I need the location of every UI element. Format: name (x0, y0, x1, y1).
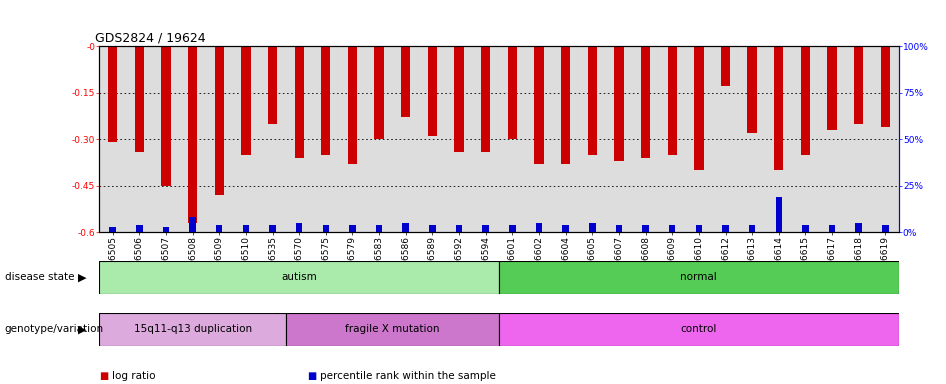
Bar (749, 225, 756, 232)
Bar (669, 225, 675, 232)
Bar (349, 225, 356, 232)
Bar (774, 46, 783, 170)
Bar (348, 46, 358, 164)
Bar (402, 223, 409, 232)
Text: normal: normal (680, 272, 717, 283)
Bar (286, 313, 499, 346)
Bar (776, 197, 782, 232)
Bar (375, 46, 384, 139)
Bar (454, 46, 464, 152)
Bar (695, 225, 702, 232)
Bar (323, 225, 329, 232)
Bar (241, 46, 251, 155)
Bar (747, 46, 757, 133)
Bar (722, 225, 728, 232)
Bar (881, 46, 890, 127)
Bar (163, 227, 169, 232)
Bar (242, 225, 249, 232)
Text: ▶: ▶ (79, 324, 86, 334)
Bar (855, 223, 862, 232)
Bar (499, 313, 899, 346)
Text: genotype/variation: genotype/variation (5, 324, 104, 334)
Bar (642, 225, 649, 232)
Bar (189, 217, 196, 232)
Bar (829, 225, 835, 232)
Bar (215, 46, 224, 195)
Bar (828, 46, 837, 130)
Bar (481, 46, 490, 152)
Bar (268, 46, 277, 124)
Bar (535, 223, 542, 232)
Bar (161, 46, 170, 186)
Bar (882, 225, 888, 232)
Bar (587, 46, 597, 155)
Bar (401, 46, 411, 118)
Bar (802, 225, 809, 232)
Bar (321, 46, 330, 155)
Bar (99, 313, 286, 346)
Bar (376, 225, 382, 232)
Bar (640, 46, 650, 158)
Text: disease state: disease state (5, 272, 74, 283)
Text: control: control (681, 324, 717, 334)
Bar (694, 46, 704, 170)
Bar (534, 46, 544, 164)
Bar (136, 225, 143, 232)
Bar (561, 46, 570, 164)
Bar (562, 225, 569, 232)
Text: 15q11-q13 duplication: 15q11-q13 duplication (133, 324, 252, 334)
Bar (668, 46, 677, 155)
Text: log ratio: log ratio (112, 371, 155, 381)
Text: autism: autism (281, 272, 317, 283)
Bar (294, 46, 304, 158)
Bar (429, 225, 436, 232)
Text: ■: ■ (307, 371, 317, 381)
Bar (721, 46, 730, 86)
Bar (854, 46, 864, 124)
Bar (482, 225, 489, 232)
Bar (296, 223, 303, 232)
Bar (110, 227, 116, 232)
Bar (509, 225, 516, 232)
Bar (188, 46, 198, 223)
Text: fragile X mutation: fragile X mutation (345, 324, 440, 334)
Text: ■: ■ (99, 371, 109, 381)
Bar (616, 225, 622, 232)
Text: percentile rank within the sample: percentile rank within the sample (320, 371, 496, 381)
Bar (456, 225, 463, 232)
Bar (134, 46, 144, 152)
Bar (589, 223, 596, 232)
Bar (800, 46, 810, 155)
Text: ▶: ▶ (79, 272, 86, 283)
Bar (108, 46, 117, 142)
Bar (270, 225, 276, 232)
Text: GDS2824 / 19624: GDS2824 / 19624 (96, 32, 206, 45)
Bar (99, 261, 499, 294)
Bar (614, 46, 623, 161)
Bar (499, 261, 899, 294)
Bar (428, 46, 437, 136)
Bar (216, 225, 222, 232)
Bar (508, 46, 517, 139)
